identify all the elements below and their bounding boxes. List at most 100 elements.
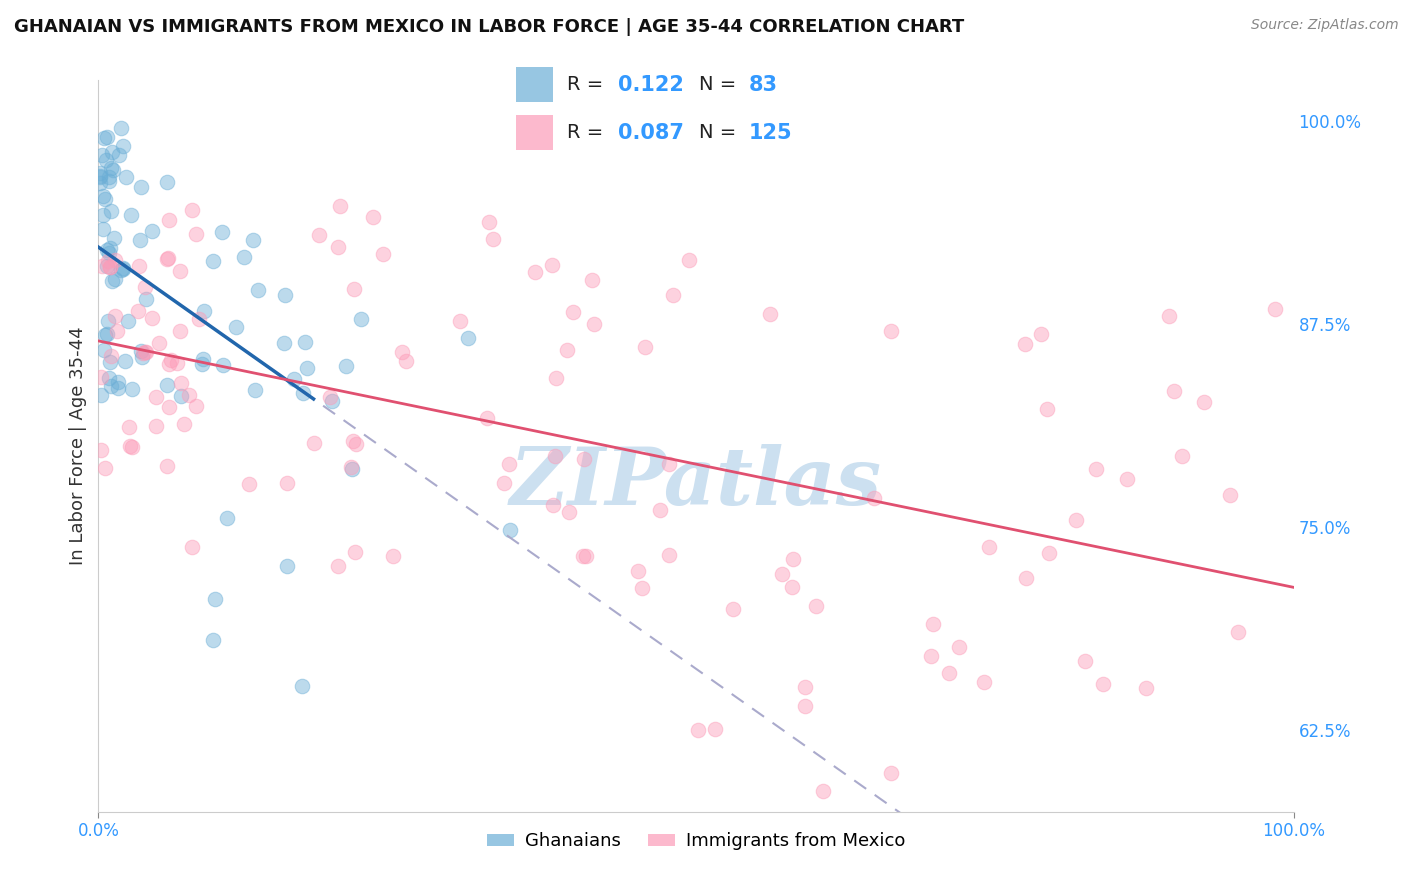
- Point: [678, 252, 700, 267]
- Point: [631, 581, 654, 595]
- Point: [793, 698, 815, 713]
- Legend: Ghanaians, Immigrants from Mexico: Ghanaians, Immigrants from Mexico: [479, 825, 912, 857]
- Point: [131, 180, 153, 194]
- Point: [202, 632, 225, 647]
- Point: [104, 253, 127, 268]
- Point: [98, 371, 121, 385]
- Point: [96, 254, 118, 268]
- Point: [1171, 449, 1194, 463]
- Point: [91, 222, 114, 236]
- Point: [938, 666, 960, 681]
- Point: [343, 282, 366, 296]
- Point: [100, 274, 122, 288]
- Point: [242, 233, 264, 247]
- Point: [157, 400, 180, 414]
- Point: [157, 357, 180, 371]
- Point: [129, 343, 152, 358]
- Point: [561, 305, 583, 319]
- Point: [184, 399, 207, 413]
- Point: [246, 283, 269, 297]
- Point: [104, 272, 127, 286]
- Point: [1014, 337, 1036, 351]
- Text: N =: N =: [699, 123, 742, 143]
- Point: [342, 434, 364, 449]
- Point: [1115, 472, 1137, 486]
- Point: [157, 213, 180, 227]
- Point: [93, 130, 115, 145]
- Point: [128, 260, 150, 274]
- Point: [129, 233, 152, 247]
- Point: [111, 139, 134, 153]
- Text: 83: 83: [749, 75, 778, 95]
- Point: [190, 358, 212, 372]
- Point: [89, 176, 111, 190]
- Point: [101, 163, 124, 178]
- FancyBboxPatch shape: [516, 115, 554, 150]
- Point: [96, 259, 118, 273]
- Point: [363, 210, 385, 224]
- Point: [558, 505, 581, 519]
- Point: [121, 441, 143, 455]
- Point: [575, 549, 598, 563]
- Point: [498, 457, 520, 471]
- Point: [308, 228, 330, 243]
- Point: [110, 263, 132, 277]
- Point: [103, 231, 125, 245]
- Point: [90, 388, 112, 402]
- Point: [135, 344, 157, 359]
- Point: [1157, 309, 1180, 323]
- Point: [811, 784, 834, 798]
- Point: [1163, 384, 1185, 398]
- Point: [583, 318, 606, 332]
- Point: [1135, 681, 1157, 696]
- Point: [91, 189, 114, 203]
- Point: [156, 252, 179, 266]
- Point: [117, 314, 139, 328]
- Point: [920, 648, 942, 663]
- Point: [381, 549, 404, 564]
- Point: [478, 214, 501, 228]
- Point: [121, 382, 143, 396]
- Point: [90, 369, 112, 384]
- Point: [343, 544, 366, 558]
- Point: [283, 372, 305, 386]
- Point: [93, 343, 115, 358]
- Point: [89, 166, 111, 180]
- Point: [145, 418, 167, 433]
- Point: [98, 169, 121, 184]
- Point: [782, 552, 804, 566]
- Point: [156, 175, 179, 189]
- Point: [100, 379, 122, 393]
- Point: [276, 558, 298, 573]
- Point: [103, 310, 125, 324]
- Point: [492, 476, 515, 491]
- Point: [134, 280, 156, 294]
- Point: [721, 602, 744, 616]
- Point: [544, 450, 567, 464]
- Point: [395, 354, 418, 368]
- Point: [107, 381, 129, 395]
- Text: 0.122: 0.122: [617, 75, 683, 95]
- Point: [245, 384, 267, 398]
- Point: [118, 419, 141, 434]
- Point: [97, 314, 120, 328]
- Point: [1226, 624, 1249, 639]
- Text: ZIPatlas: ZIPatlas: [510, 444, 882, 521]
- Point: [191, 351, 214, 366]
- Point: [572, 549, 595, 563]
- Point: [373, 247, 395, 261]
- Point: [294, 335, 316, 350]
- Point: [135, 292, 157, 306]
- Point: [90, 442, 112, 457]
- Text: GHANAIAN VS IMMIGRANTS FROM MEXICO IN LABOR FORCE | AGE 35-44 CORRELATION CHART: GHANAIAN VS IMMIGRANTS FROM MEXICO IN LA…: [14, 18, 965, 36]
- Point: [344, 437, 367, 451]
- Point: [173, 417, 195, 432]
- Point: [120, 208, 142, 222]
- Point: [326, 558, 349, 573]
- Point: [97, 246, 120, 260]
- Point: [449, 314, 471, 328]
- Point: [141, 310, 163, 325]
- Point: [1064, 513, 1087, 527]
- Point: [329, 199, 352, 213]
- Point: [170, 389, 193, 403]
